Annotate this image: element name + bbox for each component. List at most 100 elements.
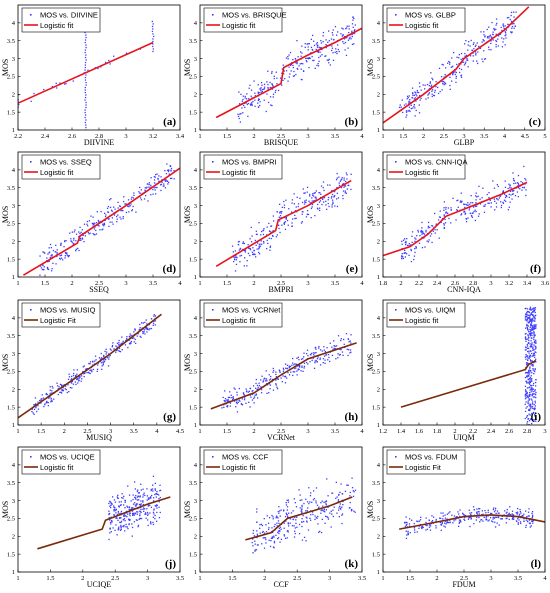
scatter-point [125,526,127,528]
scatter-point [531,320,534,322]
scatter-point [415,247,417,249]
scatter-point [160,184,162,186]
scatter-point [141,322,143,324]
scatter-point [255,230,257,232]
scatter-point [238,240,240,243]
scatter-point [520,512,522,514]
scatter-point [84,372,86,374]
scatter-point [255,393,257,395]
scatter-point [430,72,432,74]
scatter-point [444,520,446,522]
scatter-point [136,503,138,505]
scatter-point [428,239,430,241]
scatter-point [258,222,260,224]
scatter-point [286,367,289,369]
scatter-point [239,261,241,263]
scatter-point [266,248,268,250]
scatter-point [337,500,340,502]
scatter-point [531,372,533,374]
scatter-point [70,238,72,240]
scatter-point [522,182,524,184]
scatter-point [487,36,489,38]
scatter-point [413,105,415,108]
scatter-point [468,209,470,211]
scatter-point [312,193,314,195]
scatter-point [95,359,97,361]
scatter-point [100,362,103,364]
scatter-point [526,391,528,393]
scatter-point [339,507,342,509]
scatter-point [50,247,52,249]
scatter-point [242,241,244,243]
scatter-point [327,202,329,205]
scatter-point [302,188,304,190]
scatter-point [491,520,493,522]
scatter-point [64,83,66,85]
scatter-point [133,521,135,523]
scatter-point [528,352,530,354]
scatter-point [98,221,100,223]
scatter-point [319,200,322,202]
scatter-point [300,510,302,512]
panel-label: (b) [345,116,359,128]
scatter-point [89,363,91,365]
scatter-point [531,355,533,357]
scatter-point [321,203,323,206]
scatter-point [421,230,423,232]
scatter-point [472,202,474,204]
scatter-point [111,521,113,523]
scatter-point [260,392,263,394]
scatter-point [425,521,427,524]
scatter-point [275,534,277,536]
scatter-point [314,199,316,202]
scatter-point [318,506,320,508]
scatter-point [299,494,301,496]
scatter-point [460,76,463,78]
fit-line [215,27,362,119]
scatter-point [119,517,122,519]
scatter-point [530,325,533,327]
scatter-point [306,57,308,59]
scatter-point [85,74,87,76]
scatter-point [444,526,446,528]
scatter-point [293,498,295,500]
scatter-point [341,35,343,37]
scatter-point [35,407,37,409]
scatter-point [276,211,278,213]
scatter-point [431,241,433,244]
scatter-point [275,379,277,381]
scatter-point [93,233,95,236]
scatter-point [125,211,128,214]
scatter-point [256,530,258,532]
scatter-point [350,173,352,175]
scatter-point [418,104,420,106]
scatter-point [293,364,295,366]
scatter-point [278,224,280,226]
scatter-point [478,516,480,519]
scatter-point [243,393,245,395]
plot-area [22,163,180,276]
scatter-point [137,333,139,335]
scatter-point [472,60,474,62]
scatter-point [504,31,506,33]
scatter-point [314,360,316,362]
scatter-point [505,37,507,39]
scatter-point [153,513,155,515]
scatter-point [419,99,421,101]
scatter-point [529,343,531,345]
scatter-point [458,54,460,56]
scatter-point [156,186,158,189]
scatter-point [161,181,163,183]
scatter-point [443,207,445,209]
scatter-point [454,73,456,76]
scatter-point [418,242,421,244]
scatter-point [502,23,504,25]
scatter-point [243,242,245,245]
scatter-point [149,522,152,524]
scatter-point [525,338,528,340]
legend-entry-scatter: MOS vs. DIIVINE [40,11,98,20]
scatter-point [445,208,447,210]
scatter-point [433,516,435,518]
scatter-point [425,529,427,531]
